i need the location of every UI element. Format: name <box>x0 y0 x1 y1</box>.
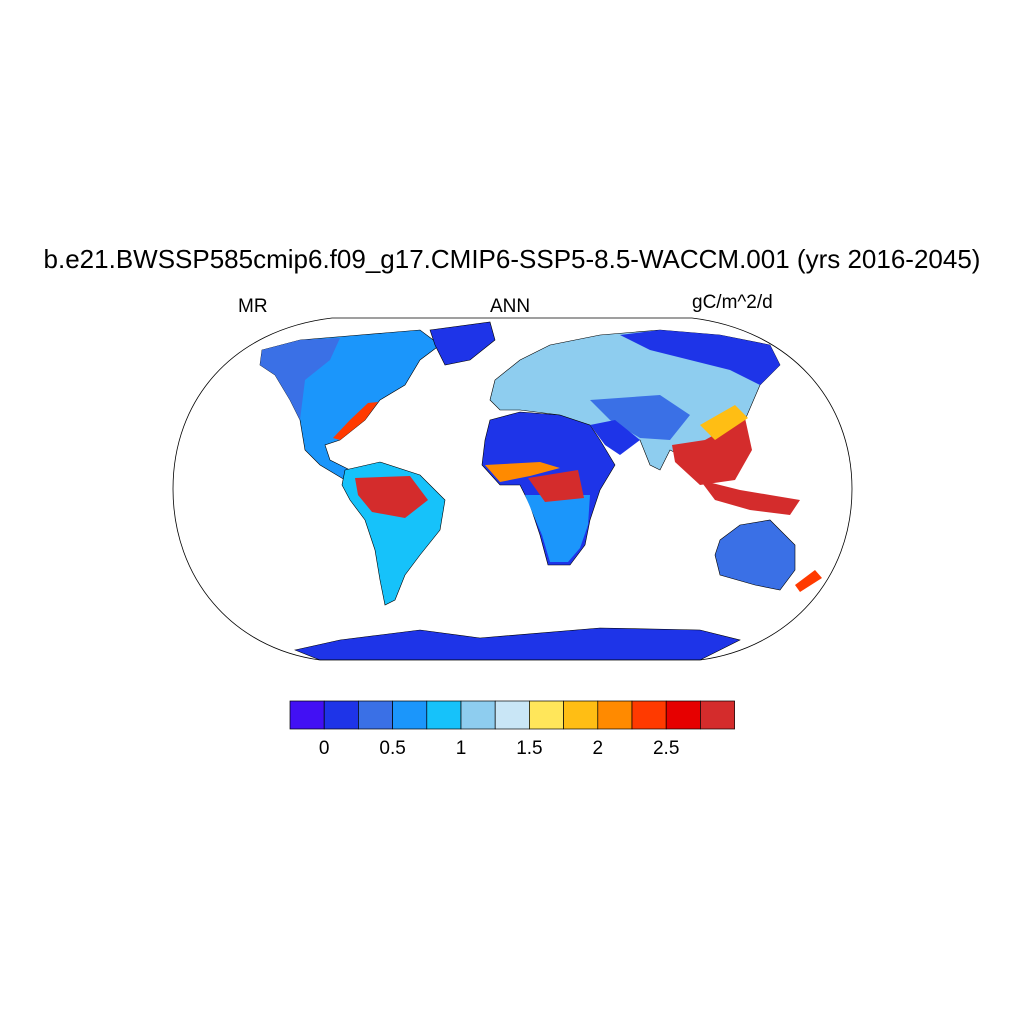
north-america-west <box>260 338 340 420</box>
colorbar-box <box>289 700 325 730</box>
colorbar-box <box>323 700 359 730</box>
colorbar-tick-label: 1.5 <box>516 738 542 759</box>
central-asia <box>590 395 690 440</box>
colorbar-box <box>597 700 633 730</box>
africa-south <box>525 495 590 562</box>
colorbar-tick-label: 0.5 <box>379 738 405 759</box>
colorbar: 0 0.5 1 1.5 2 2.5 <box>289 700 735 759</box>
greenland <box>429 321 496 366</box>
southeast-asia <box>672 418 752 485</box>
arabia <box>590 420 640 455</box>
colorbar-box <box>358 700 393 730</box>
sahel <box>485 462 560 482</box>
congo <box>528 470 584 502</box>
australia <box>714 519 796 591</box>
amazon <box>355 476 428 518</box>
plot-title: b.e21.BWSSP585cmip6.f09_g17.CMIP6-SSP5-8… <box>43 244 981 274</box>
eastern-us <box>333 402 378 440</box>
colorbar-tick-label: 2.5 <box>653 738 679 759</box>
colorbar-tick-label: 2 <box>593 738 604 759</box>
season-label: ANN <box>490 296 531 317</box>
colorbar-box <box>426 700 462 730</box>
colorbar-box <box>529 700 564 730</box>
colorbar-box <box>392 700 428 730</box>
colorbar-tick-label: 0 <box>319 738 330 759</box>
units-label: gC/m^2/d <box>692 292 773 313</box>
siberia-east <box>620 330 780 385</box>
colorbar-box <box>563 700 599 730</box>
map-land <box>259 321 822 660</box>
colorbar-box <box>494 700 530 730</box>
china-east <box>700 405 748 440</box>
colorbar-box <box>631 700 667 730</box>
new-zealand <box>795 570 822 592</box>
colorbar-box <box>700 700 735 730</box>
colorbar-box <box>665 700 701 730</box>
indonesia <box>700 480 800 515</box>
colorbar-box <box>460 700 496 730</box>
antarctica <box>293 627 741 660</box>
colorbar-tick-label: 1 <box>456 738 467 759</box>
variable-label: MR <box>238 296 268 317</box>
map-border <box>172 317 853 661</box>
